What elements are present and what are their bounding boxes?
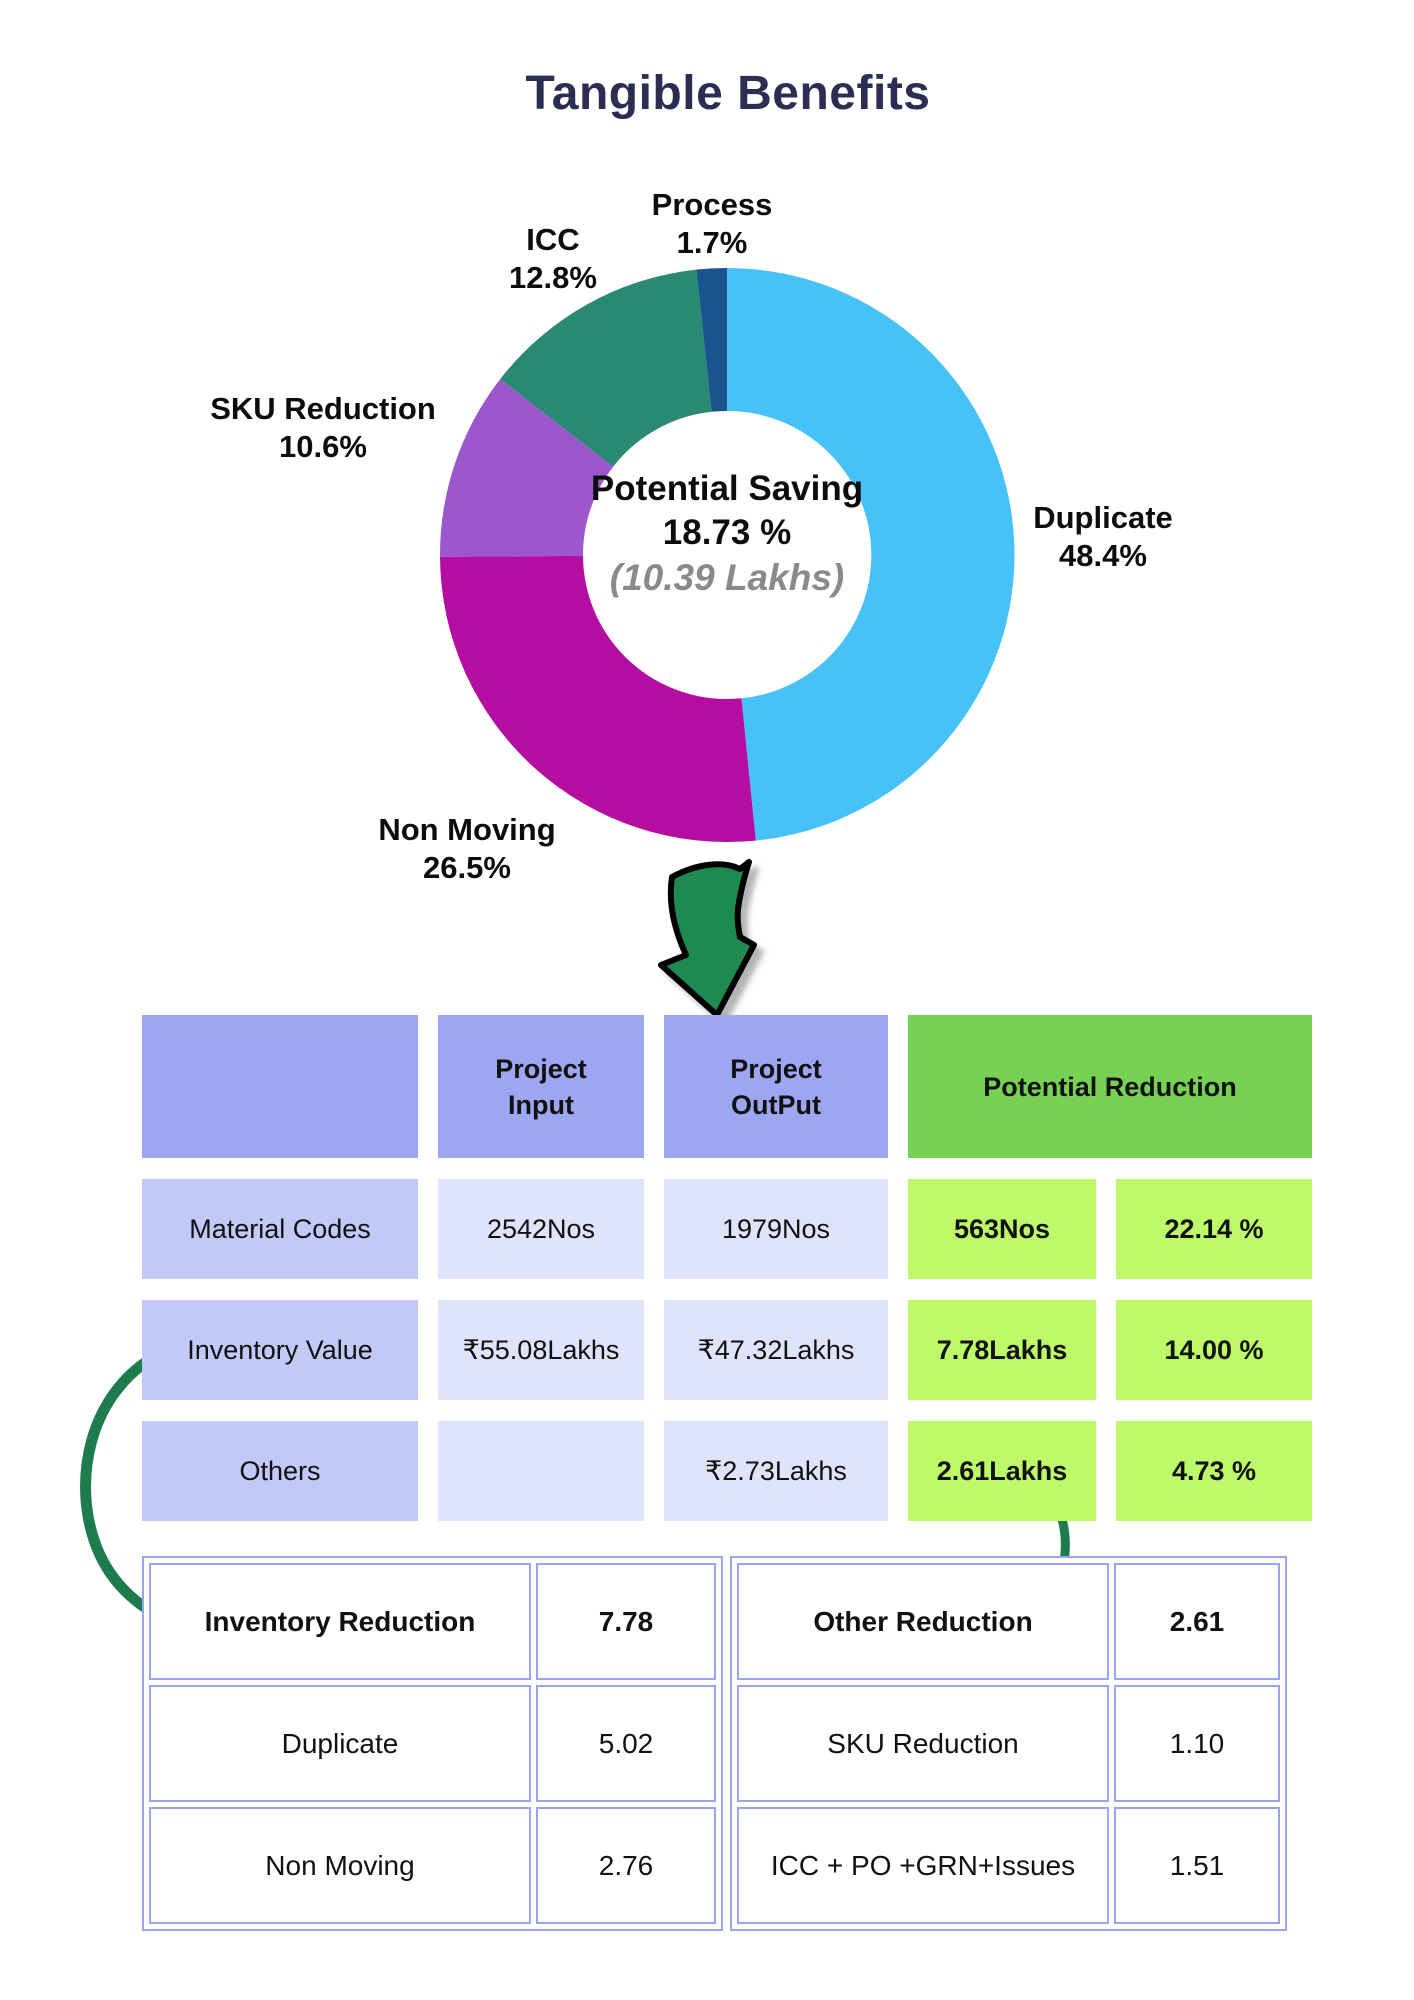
segment-pct: 1.7% [676, 225, 748, 260]
table-header-label: Inventory Reduction [149, 1563, 531, 1680]
segment-name: Duplicate [1033, 500, 1173, 535]
header-project-input: Project Input [438, 1015, 644, 1158]
row-label: Material Codes [142, 1179, 418, 1279]
table-header-label: Other Reduction [737, 1563, 1109, 1680]
segment-label-duplicate: Duplicate 48.4% [983, 499, 1223, 575]
cell-input: 2542Nos [438, 1179, 644, 1279]
summary-table: Project Input Project OutPut Potential R… [142, 1015, 1312, 1521]
center-title: Potential Saving [590, 469, 864, 508]
segment-pct: 26.5% [423, 850, 511, 885]
cell-input [438, 1421, 644, 1521]
segment-name: Non Moving [378, 812, 556, 847]
header-blank [142, 1015, 418, 1158]
segment-pct: 48.4% [1059, 538, 1147, 573]
donut-chart [439, 267, 1015, 843]
center-note: (10.39 Lakhs) [609, 557, 845, 598]
table-row-label: Duplicate [149, 1685, 531, 1802]
segment-process [696, 267, 727, 412]
segment-non-moving [440, 555, 756, 843]
segment-label-non-moving: Non Moving 26.5% [347, 811, 587, 887]
cell-output: 1979Nos [664, 1179, 888, 1279]
row-label: Inventory Value [142, 1300, 418, 1400]
cell-output: ₹2.73Lakhs [664, 1421, 888, 1521]
cell-reduction-pct: 14.00 % [1116, 1300, 1312, 1400]
inventory-reduction-table: Inventory Reduction 7.78 Duplicate 5.02 … [142, 1556, 723, 1931]
cell-reduction-pct: 22.14 % [1116, 1179, 1312, 1279]
curve-arrow-inventory-icon [80, 1352, 184, 1630]
row-label: Others [142, 1421, 418, 1521]
cell-input: ₹55.08Lakhs [438, 1300, 644, 1400]
segment-sku-reduction [439, 379, 614, 557]
cell-reduction-pct: 4.73 % [1116, 1421, 1312, 1521]
segment-name: SKU Reduction [210, 391, 436, 426]
segment-icc [500, 269, 712, 467]
table-row-label: SKU Reduction [737, 1685, 1109, 1802]
segment-label-process: Process 1.7% [622, 186, 802, 262]
down-arrow-icon [658, 859, 757, 1018]
table-row-value: 1.10 [1114, 1685, 1280, 1802]
table-row-value: 1.51 [1114, 1807, 1280, 1924]
table-row-label: ICC + PO +GRN+Issues [737, 1807, 1109, 1924]
table-header-value: 2.61 [1114, 1563, 1280, 1680]
segment-duplicate [727, 267, 1015, 841]
segment-name: ICC [526, 222, 580, 257]
table-row-label: Non Moving [149, 1807, 531, 1924]
cell-reduction: 563Nos [908, 1179, 1096, 1279]
table-header-value: 7.78 [536, 1563, 716, 1680]
segment-pct: 12.8% [509, 260, 597, 295]
segment-name: Process [651, 187, 773, 222]
table-row-value: 5.02 [536, 1685, 716, 1802]
page-title: Tangible Benefits [525, 67, 931, 120]
cell-reduction: 7.78Lakhs [908, 1300, 1096, 1400]
center-value: 18.73 % [662, 513, 792, 552]
segment-pct: 10.6% [279, 429, 367, 464]
segment-label-sku-reduction: SKU Reduction 10.6% [183, 390, 463, 466]
cell-reduction: 2.61Lakhs [908, 1421, 1096, 1521]
table-row-value: 2.76 [536, 1807, 716, 1924]
other-reduction-table: Other Reduction 2.61 SKU Reduction 1.10 … [730, 1556, 1287, 1931]
header-potential-reduction: Potential Reduction [908, 1015, 1312, 1158]
donut-center-text: Potential Saving 18.73 % (10.39 Lakhs) [587, 467, 867, 601]
cell-output: ₹47.32Lakhs [664, 1300, 888, 1400]
segment-label-icc: ICC 12.8% [463, 221, 643, 297]
header-project-output: Project OutPut [664, 1015, 888, 1158]
